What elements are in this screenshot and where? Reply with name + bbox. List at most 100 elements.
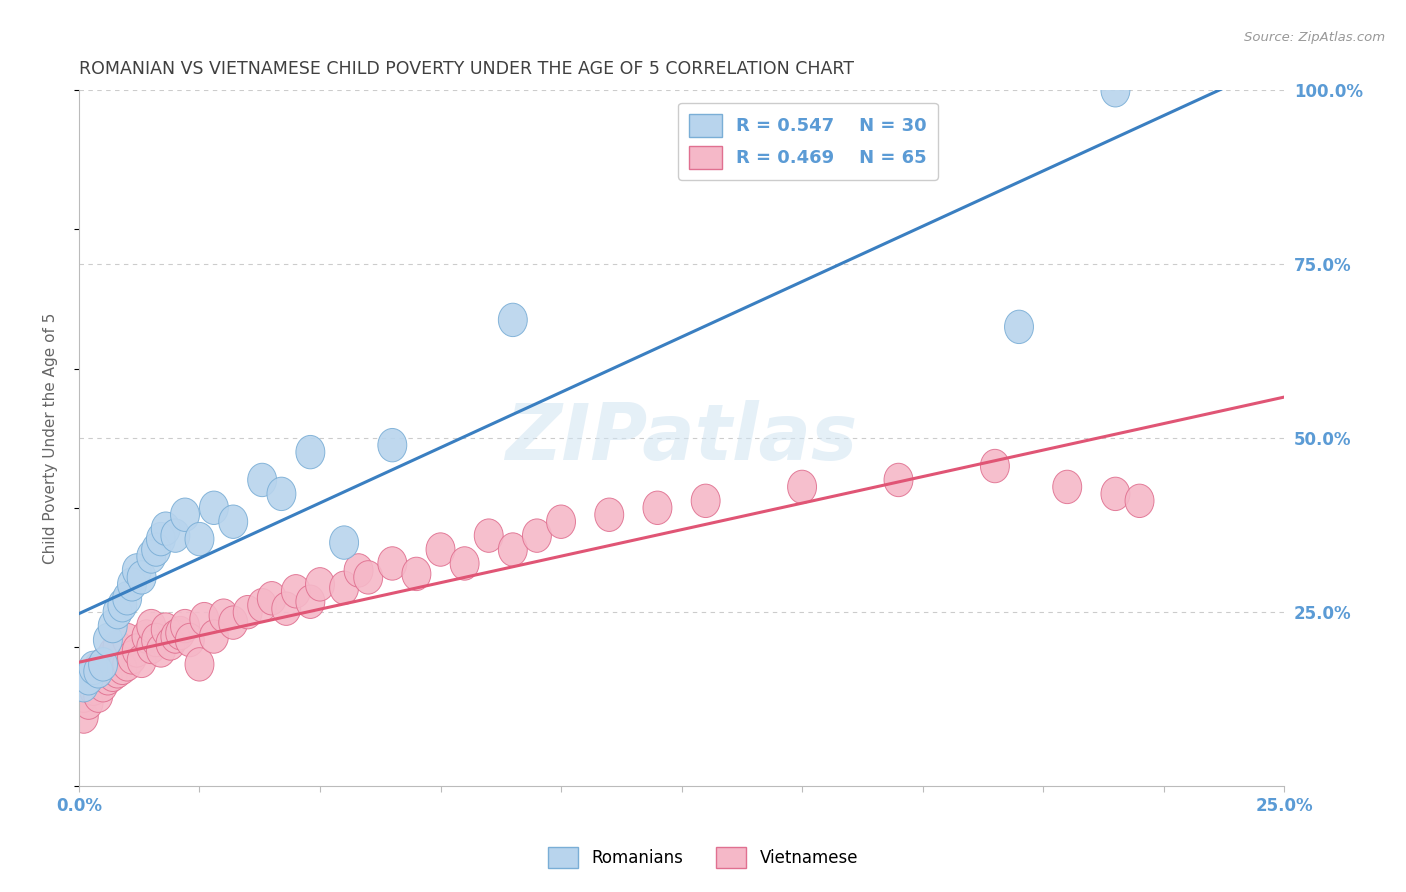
Ellipse shape <box>1004 310 1033 343</box>
Ellipse shape <box>474 519 503 552</box>
Ellipse shape <box>547 505 575 539</box>
Ellipse shape <box>1101 477 1130 510</box>
Ellipse shape <box>305 567 335 601</box>
Ellipse shape <box>112 624 142 657</box>
Ellipse shape <box>103 596 132 629</box>
Ellipse shape <box>108 651 136 684</box>
Ellipse shape <box>523 519 551 552</box>
Ellipse shape <box>295 435 325 469</box>
Ellipse shape <box>170 498 200 532</box>
Ellipse shape <box>329 526 359 559</box>
Y-axis label: Child Poverty Under the Age of 5: Child Poverty Under the Age of 5 <box>44 312 58 564</box>
Ellipse shape <box>122 633 152 667</box>
Ellipse shape <box>79 651 108 684</box>
Ellipse shape <box>595 498 624 532</box>
Text: ZIPatlas: ZIPatlas <box>505 401 858 476</box>
Ellipse shape <box>98 609 127 643</box>
Ellipse shape <box>1053 470 1081 504</box>
Ellipse shape <box>132 620 160 653</box>
Ellipse shape <box>112 648 142 681</box>
Ellipse shape <box>118 567 146 601</box>
Ellipse shape <box>267 477 295 510</box>
Ellipse shape <box>247 463 277 497</box>
Ellipse shape <box>257 582 287 615</box>
Ellipse shape <box>127 644 156 678</box>
Ellipse shape <box>233 596 262 629</box>
Ellipse shape <box>79 658 108 691</box>
Ellipse shape <box>190 602 219 636</box>
Ellipse shape <box>69 679 98 713</box>
Ellipse shape <box>219 606 247 640</box>
Ellipse shape <box>498 303 527 336</box>
Ellipse shape <box>103 655 132 688</box>
Ellipse shape <box>200 620 228 653</box>
Ellipse shape <box>118 640 146 674</box>
Ellipse shape <box>136 540 166 574</box>
Ellipse shape <box>89 648 118 681</box>
Ellipse shape <box>884 463 912 497</box>
Ellipse shape <box>69 668 98 702</box>
Ellipse shape <box>271 592 301 625</box>
Ellipse shape <box>75 665 103 698</box>
Text: ROMANIAN VS VIETNAMESE CHILD POVERTY UNDER THE AGE OF 5 CORRELATION CHART: ROMANIAN VS VIETNAMESE CHILD POVERTY UND… <box>79 60 853 78</box>
Ellipse shape <box>156 627 186 660</box>
Ellipse shape <box>643 491 672 524</box>
Ellipse shape <box>152 512 180 545</box>
Ellipse shape <box>142 533 170 566</box>
Ellipse shape <box>170 609 200 643</box>
Ellipse shape <box>1125 484 1154 517</box>
Ellipse shape <box>498 533 527 566</box>
Ellipse shape <box>186 523 214 556</box>
Ellipse shape <box>344 554 373 587</box>
Ellipse shape <box>93 624 122 657</box>
Ellipse shape <box>329 571 359 605</box>
Ellipse shape <box>142 624 170 657</box>
Ellipse shape <box>98 658 127 691</box>
Ellipse shape <box>93 662 122 695</box>
Ellipse shape <box>450 547 479 580</box>
Ellipse shape <box>160 519 190 552</box>
Ellipse shape <box>75 686 103 719</box>
Ellipse shape <box>1101 73 1130 107</box>
Ellipse shape <box>166 616 194 649</box>
Ellipse shape <box>186 648 214 681</box>
Ellipse shape <box>247 589 277 622</box>
Ellipse shape <box>136 631 166 664</box>
Ellipse shape <box>295 585 325 618</box>
Ellipse shape <box>108 589 136 622</box>
Ellipse shape <box>980 450 1010 483</box>
Ellipse shape <box>84 655 112 688</box>
Ellipse shape <box>103 631 132 664</box>
Ellipse shape <box>136 609 166 643</box>
Ellipse shape <box>426 533 456 566</box>
Ellipse shape <box>122 554 152 587</box>
Ellipse shape <box>378 428 406 462</box>
Ellipse shape <box>176 624 204 657</box>
Ellipse shape <box>84 651 112 684</box>
Ellipse shape <box>378 547 406 580</box>
Ellipse shape <box>146 523 176 556</box>
Text: Source: ZipAtlas.com: Source: ZipAtlas.com <box>1244 31 1385 45</box>
Ellipse shape <box>84 679 112 713</box>
Ellipse shape <box>75 662 103 695</box>
Ellipse shape <box>93 644 122 678</box>
Ellipse shape <box>402 558 430 591</box>
Ellipse shape <box>69 700 98 733</box>
Ellipse shape <box>787 470 817 504</box>
Ellipse shape <box>200 491 228 524</box>
Ellipse shape <box>692 484 720 517</box>
Ellipse shape <box>281 574 311 608</box>
Ellipse shape <box>354 561 382 594</box>
Ellipse shape <box>209 599 238 632</box>
Ellipse shape <box>79 672 108 706</box>
Ellipse shape <box>112 582 142 615</box>
Legend: R = 0.547    N = 30, R = 0.469    N = 65: R = 0.547 N = 30, R = 0.469 N = 65 <box>679 103 938 180</box>
Ellipse shape <box>89 668 118 702</box>
Legend: Romanians, Vietnamese: Romanians, Vietnamese <box>541 840 865 875</box>
Ellipse shape <box>98 637 127 671</box>
Ellipse shape <box>160 620 190 653</box>
Ellipse shape <box>219 505 247 539</box>
Ellipse shape <box>89 648 118 681</box>
Ellipse shape <box>146 633 176 667</box>
Ellipse shape <box>152 613 180 647</box>
